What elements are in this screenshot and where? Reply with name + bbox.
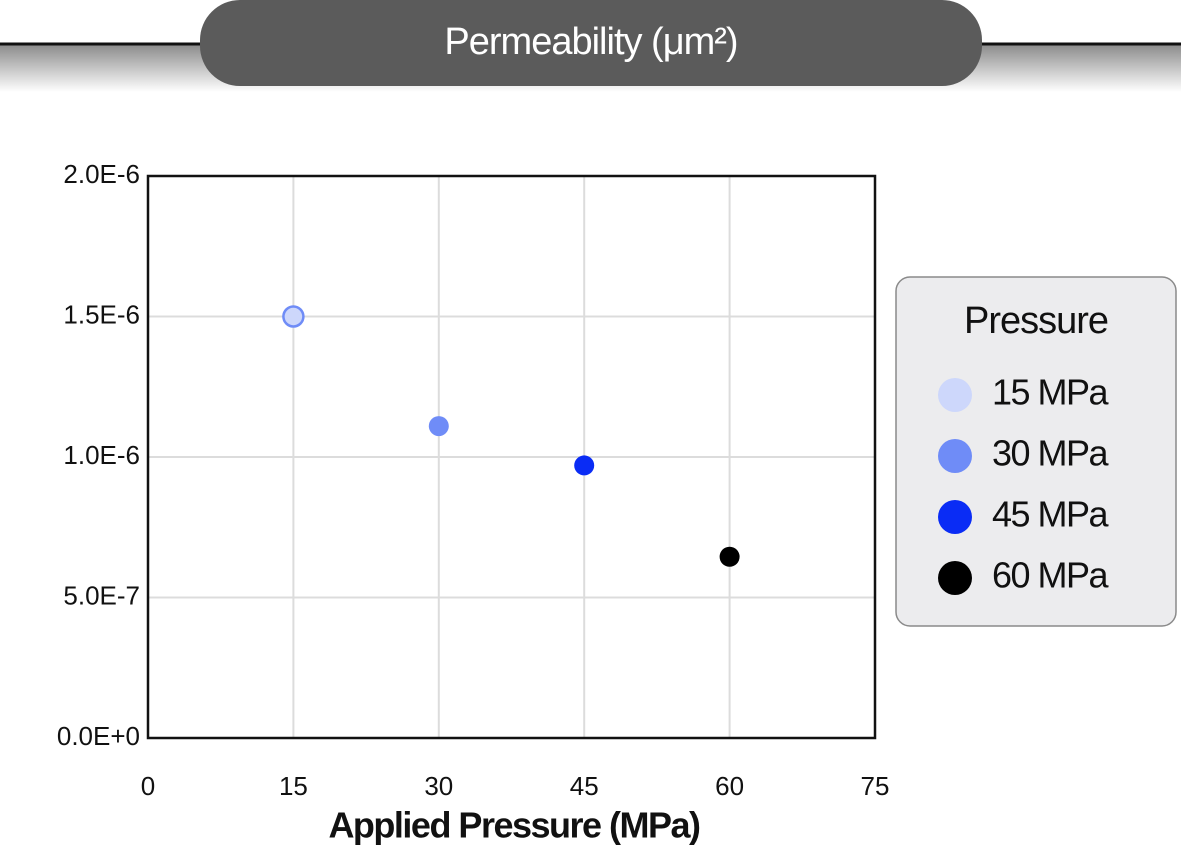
x-tick-label: 30 (424, 771, 453, 801)
x-tick-label: 60 (715, 771, 744, 801)
legend-marker (938, 500, 972, 534)
legend-label: 30 MPa (992, 433, 1110, 474)
y-tick-label: 2.0E-6 (63, 159, 140, 189)
legend-title: Pressure (964, 300, 1108, 342)
y-tick-label: 0.0E+0 (57, 721, 140, 751)
legend-label: 15 MPa (992, 372, 1110, 413)
data-point (574, 455, 595, 476)
chart-title: Permeability (μm²) (444, 21, 737, 63)
legend-marker (938, 561, 972, 595)
legend-label: 45 MPa (992, 494, 1110, 535)
plot-frame (146, 174, 877, 740)
y-tick-label: 1.5E-6 (63, 299, 140, 329)
header-pill (200, 0, 982, 86)
data-point (719, 546, 740, 567)
x-tick-label: 0 (141, 771, 155, 801)
data-point (282, 305, 305, 328)
y-tick-label: 5.0E-7 (63, 580, 140, 610)
legend-box (895, 276, 1177, 627)
legend-label: 60 MPa (992, 555, 1110, 596)
x-tick-label: 75 (861, 771, 890, 801)
x-axis-label: Applied Pressure (MPa) (328, 805, 700, 846)
legend-marker (938, 378, 972, 412)
legend-marker (938, 439, 972, 473)
x-tick-label: 15 (279, 771, 308, 801)
data-point (428, 416, 449, 437)
y-tick-label: 1.0E-6 (63, 440, 140, 470)
x-tick-label: 45 (570, 771, 599, 801)
